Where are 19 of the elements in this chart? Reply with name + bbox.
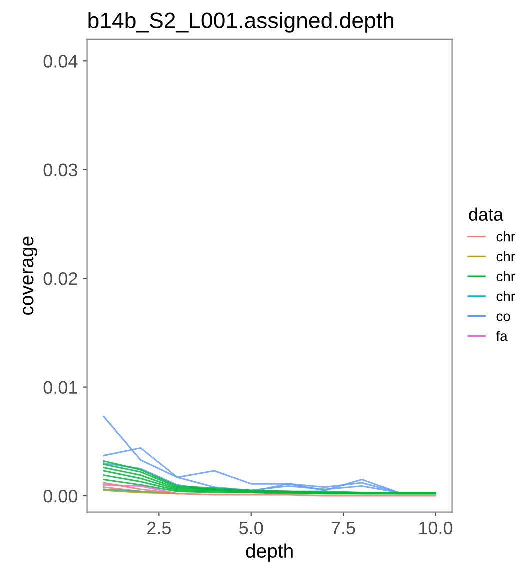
legend-title: data [469,208,504,222]
legend-label: chr [496,271,516,282]
y-tick-label: 0.04 [44,55,78,68]
x-tick-label: 5.0 [240,522,264,535]
chart-title: b14b_S2_L001.assigned.depth [88,12,394,33]
legend-label: chr [496,232,516,242]
y-tick-label: 0.03 [44,164,78,177]
y-axis-title: coverage [23,236,38,316]
y-tick-label: 0.01 [44,381,78,394]
y-tick-label: 0.00 [44,490,78,503]
legend-label: chr [496,251,516,262]
x-tick-label: 7.5 [332,522,356,535]
legend-label: co [496,314,510,322]
x-tick-label: 10.0 [420,522,453,535]
x-tick-label: 2.5 [148,522,171,535]
x-axis-title: depth [246,544,293,562]
legend-label: fa [496,331,508,342]
y-tick-label: 0.02 [44,272,78,286]
legend-label: chr [496,291,516,302]
